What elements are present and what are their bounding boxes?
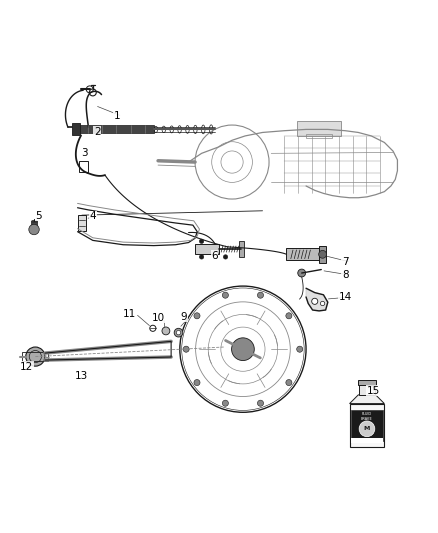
Bar [78,215,86,231]
Bar [72,123,80,135]
Bar [195,244,219,254]
Circle shape [174,328,183,337]
Text: 10: 10 [152,313,165,323]
Text: 15: 15 [367,385,380,395]
Text: 14: 14 [339,292,352,302]
Bar [297,120,341,136]
Text: 4: 4 [89,212,96,221]
Circle shape [29,224,39,235]
Bar [239,241,244,257]
Bar [79,161,88,172]
Bar [359,385,375,395]
Bar [319,246,326,263]
Circle shape [177,330,181,335]
Circle shape [223,400,229,406]
Circle shape [319,251,326,258]
Bar [350,403,385,447]
Bar [351,410,383,441]
Text: 2: 2 [94,126,100,136]
Circle shape [286,313,292,319]
Text: 6: 6 [212,251,218,261]
Circle shape [321,301,325,305]
Circle shape [258,292,264,298]
Text: BRAKE: BRAKE [361,417,373,421]
Circle shape [199,255,204,259]
Bar [351,439,383,443]
Circle shape [312,298,318,304]
Text: 13: 13 [75,371,88,381]
Circle shape [26,347,45,366]
Text: 9: 9 [181,312,187,321]
Circle shape [286,379,292,385]
Text: 12: 12 [20,361,33,372]
Circle shape [183,346,189,352]
Bar [306,134,332,138]
Circle shape [298,269,306,277]
Circle shape [194,379,200,385]
Circle shape [199,239,204,244]
Text: 7: 7 [342,257,349,267]
Circle shape [359,421,375,437]
Text: M: M [364,426,370,431]
Circle shape [232,338,254,360]
Text: 5: 5 [35,211,42,221]
Bar [79,125,154,133]
Text: 1: 1 [113,111,120,122]
Circle shape [223,255,228,259]
Bar [286,248,319,261]
Circle shape [162,327,170,335]
Text: 8: 8 [342,270,349,280]
Circle shape [297,346,303,352]
Circle shape [258,400,264,406]
Text: 3: 3 [81,148,88,158]
Bar [358,380,376,385]
Bar [31,221,37,230]
Circle shape [223,292,229,298]
Polygon shape [350,395,385,403]
Text: FLUID: FLUID [362,413,372,416]
Polygon shape [306,288,328,311]
Bar [22,352,48,361]
Circle shape [194,313,200,319]
Text: 11: 11 [123,309,136,319]
